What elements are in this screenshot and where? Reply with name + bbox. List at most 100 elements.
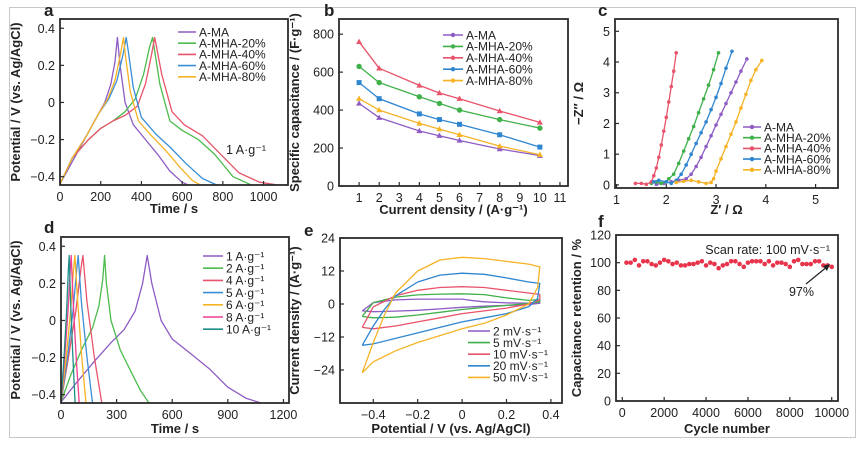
data-point bbox=[652, 173, 656, 178]
data-point bbox=[676, 161, 681, 166]
figure-border bbox=[9, 7, 856, 438]
x-tick-label: 2000 bbox=[650, 406, 678, 420]
x-tick-label: 4 bbox=[762, 193, 769, 207]
plot-frame bbox=[339, 237, 563, 404]
legend-label: 6 A·g⁻¹ bbox=[226, 298, 264, 312]
data-point bbox=[436, 117, 442, 123]
data-point bbox=[719, 81, 723, 86]
y-tick-label: 40 bbox=[597, 339, 611, 353]
data-point bbox=[714, 169, 718, 173]
data-point bbox=[716, 265, 721, 271]
data-point bbox=[416, 94, 423, 100]
y-tick-label: 3 bbox=[603, 86, 610, 100]
data-point bbox=[711, 176, 716, 181]
data-point bbox=[666, 258, 671, 264]
x-tick-label: 3 bbox=[713, 193, 720, 207]
data-point bbox=[674, 260, 680, 265]
data-point bbox=[669, 84, 674, 89]
y-tick-label: 0 bbox=[603, 178, 610, 192]
data-point bbox=[696, 180, 701, 184]
plot-frame bbox=[615, 234, 839, 402]
legend-marker bbox=[450, 78, 456, 83]
legend-label: A-MHA-60% bbox=[764, 152, 831, 166]
x-tick-label: 3 bbox=[396, 191, 403, 205]
legend-label: 10 mV·s⁻¹ bbox=[493, 348, 548, 362]
series-line-4 bbox=[361, 256, 541, 374]
data-point bbox=[645, 258, 650, 264]
data-point bbox=[356, 100, 363, 106]
legend-marker bbox=[450, 32, 456, 38]
y-tick-label: 60 bbox=[597, 312, 611, 326]
data-point bbox=[754, 67, 758, 72]
x-tick-label: 6000 bbox=[734, 406, 762, 420]
panel-b: 1 2 3 4 5 6 7 8 9 10 11 0 200 400 600 800 Current densit… bbox=[287, 1, 569, 217]
legend-marker bbox=[450, 55, 456, 60]
annotation-arrow-head bbox=[823, 264, 830, 271]
x-tick-label: 7 bbox=[476, 191, 483, 205]
x-tick-label: 4000 bbox=[692, 406, 720, 420]
data-point bbox=[376, 96, 382, 102]
data-point bbox=[699, 258, 705, 264]
data-point bbox=[670, 261, 675, 267]
data-point bbox=[496, 145, 503, 152]
legend-label: A-MHA-40% bbox=[764, 142, 831, 156]
y-tick-label: 24 bbox=[321, 232, 335, 246]
current-density-annotation: 1 A·g⁻¹ bbox=[226, 143, 266, 157]
data-point bbox=[666, 176, 671, 181]
data-point bbox=[704, 181, 708, 186]
data-point bbox=[749, 78, 753, 83]
data-point bbox=[706, 83, 711, 87]
data-point bbox=[676, 178, 681, 183]
data-point bbox=[737, 261, 742, 267]
series-line-3 bbox=[361, 272, 541, 346]
data-point bbox=[416, 82, 423, 88]
legend-marker bbox=[450, 44, 456, 49]
x-tick-label: 10 bbox=[533, 191, 547, 205]
data-point bbox=[679, 172, 684, 176]
y-tick-label: −12 bbox=[314, 331, 335, 345]
data-point bbox=[716, 51, 721, 55]
x-tick-label: 10000 bbox=[814, 406, 849, 420]
data-point bbox=[739, 69, 743, 74]
data-point bbox=[664, 115, 669, 120]
data-point bbox=[694, 141, 698, 146]
data-point bbox=[644, 182, 649, 187]
legend-label: 2 A·g⁻¹ bbox=[226, 262, 264, 276]
data-point bbox=[783, 261, 788, 267]
data-point bbox=[734, 80, 738, 84]
data-point bbox=[671, 172, 676, 176]
data-point bbox=[666, 100, 671, 104]
data-point bbox=[729, 90, 733, 95]
x-tick-label: 8000 bbox=[776, 406, 804, 420]
series-line-4 bbox=[61, 254, 87, 403]
scan-rate-annotation: Scan rate: 100 mV·s⁻¹ bbox=[705, 243, 830, 257]
data-point bbox=[760, 58, 764, 63]
x-tick-label: 4 bbox=[416, 191, 423, 205]
y-tick-label: 600 bbox=[313, 66, 334, 80]
y-axis-label: −Z″ / Ω bbox=[571, 82, 586, 125]
x-tick-label: 6 bbox=[456, 191, 463, 205]
x-tick-label: −0.4 bbox=[361, 408, 386, 422]
x-tick-label: 0.4 bbox=[542, 408, 559, 422]
data-point bbox=[703, 263, 709, 268]
x-axis-label: Current density / (A·g⁻¹) bbox=[379, 202, 527, 217]
data-point bbox=[456, 137, 463, 143]
x-tick-label: 0.2 bbox=[498, 408, 515, 422]
legend-marker bbox=[749, 156, 755, 162]
data-point bbox=[695, 260, 700, 265]
y-axis-label: Current density / (A·g⁻¹) bbox=[287, 246, 302, 394]
x-tick-label: 5 bbox=[436, 191, 443, 205]
legend-label: 1 A·g⁻¹ bbox=[226, 249, 264, 263]
y-tick-label: 200 bbox=[313, 142, 334, 156]
legend-marker bbox=[749, 135, 755, 140]
data-point bbox=[766, 258, 772, 264]
y-tick-label: 120 bbox=[590, 229, 611, 243]
y-axis-label: Specific capacitance / (F·g⁻¹) bbox=[287, 13, 302, 192]
data-point bbox=[436, 89, 443, 96]
legend-marker bbox=[749, 167, 755, 172]
data-point bbox=[669, 181, 674, 186]
data-point bbox=[745, 57, 749, 61]
series-line-0 bbox=[60, 36, 189, 185]
data-point bbox=[537, 125, 543, 131]
